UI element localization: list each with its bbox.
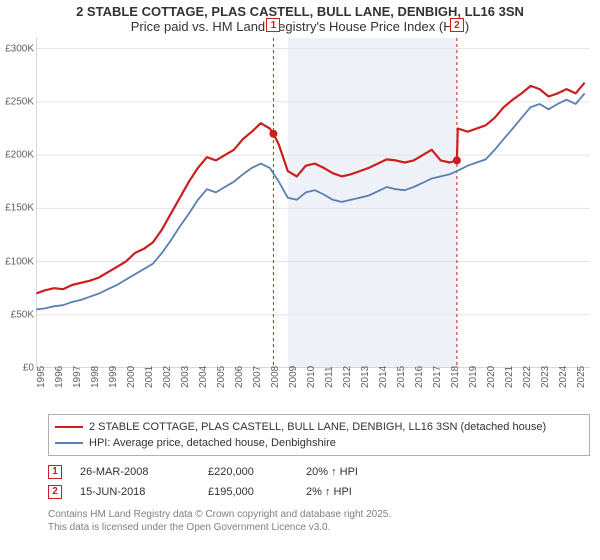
y-tick-label: £200K xyxy=(0,150,34,161)
sales-row: 2 15-JUN-2018 £195,000 2% ↑ HPI xyxy=(48,482,590,502)
sales-row: 1 26-MAR-2008 £220,000 20% ↑ HPI xyxy=(48,462,590,482)
y-tick-label: £100K xyxy=(0,256,34,267)
attribution-line2: This data is licensed under the Open Gov… xyxy=(48,521,590,534)
legend: 2 STABLE COTTAGE, PLAS CASTELL, BULL LAN… xyxy=(48,414,590,456)
x-tick-label: 2025 xyxy=(576,366,600,388)
y-tick-label: £250K xyxy=(0,96,34,107)
sale-pct: 2% ↑ HPI xyxy=(306,482,396,502)
sale-marker-icon: 2 xyxy=(48,485,62,499)
legend-row: HPI: Average price, detached house, Denb… xyxy=(55,435,583,451)
legend-row: 2 STABLE COTTAGE, PLAS CASTELL, BULL LAN… xyxy=(55,419,583,435)
sale-price: £220,000 xyxy=(208,462,288,482)
y-tick-label: £300K xyxy=(0,43,34,54)
y-tick-label: £150K xyxy=(0,203,34,214)
sale-marker-box: 2 xyxy=(450,18,464,32)
attribution: Contains HM Land Registry data © Crown c… xyxy=(48,508,590,534)
title-block: 2 STABLE COTTAGE, PLAS CASTELL, BULL LAN… xyxy=(0,0,600,36)
sale-date: 15-JUN-2018 xyxy=(80,482,190,502)
legend-swatch xyxy=(55,426,83,428)
sales-table: 1 26-MAR-2008 £220,000 20% ↑ HPI 2 15-JUN-201… xyxy=(48,462,590,502)
sale-price: £195,000 xyxy=(208,482,288,502)
legend-swatch xyxy=(55,442,83,444)
title-line2: Price paid vs. HM Land Registry's House … xyxy=(10,19,590,34)
chart-area: £0£50K£100K£150K£200K£250K£300K 19951996… xyxy=(36,38,590,408)
chart-container: 2 STABLE COTTAGE, PLAS CASTELL, BULL LAN… xyxy=(0,0,600,560)
line-chart-svg xyxy=(36,38,590,368)
title-line1: 2 STABLE COTTAGE, PLAS CASTELL, BULL LAN… xyxy=(10,4,590,19)
y-tick-label: £0 xyxy=(0,363,34,374)
sale-marker-icon: 1 xyxy=(48,465,62,479)
legend-label: HPI: Average price, detached house, Denb… xyxy=(89,435,336,451)
sale-date: 26-MAR-2008 xyxy=(80,462,190,482)
y-tick-label: £50K xyxy=(0,309,34,320)
legend-label: 2 STABLE COTTAGE, PLAS CASTELL, BULL LAN… xyxy=(89,419,546,435)
sale-pct: 20% ↑ HPI xyxy=(306,462,396,482)
sale-marker-box: 1 xyxy=(266,18,280,32)
attribution-line1: Contains HM Land Registry data © Crown c… xyxy=(48,508,590,521)
